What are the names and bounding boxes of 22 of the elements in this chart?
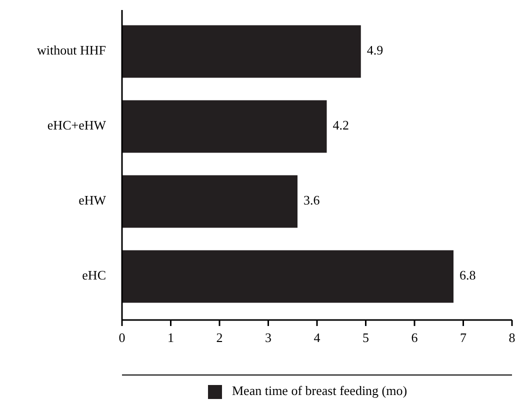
bar bbox=[122, 100, 327, 153]
data-label: 4.9 bbox=[366, 42, 384, 58]
x-tick-label: 8 bbox=[508, 330, 516, 345]
x-tick-label: 0 bbox=[118, 330, 126, 345]
bar bbox=[122, 25, 361, 78]
x-tick-label: 1 bbox=[168, 330, 174, 345]
x-tick-label: 7 bbox=[460, 330, 467, 345]
y-tick-label: eHW bbox=[78, 192, 107, 208]
x-tick-label: 3 bbox=[265, 330, 272, 345]
legend-label: Mean time of breast feeding (mo) bbox=[232, 382, 408, 398]
bar bbox=[122, 250, 454, 303]
data-label: 3.6 bbox=[304, 192, 320, 208]
x-tick-label: 4 bbox=[314, 330, 321, 345]
x-tick-label: 2 bbox=[216, 330, 223, 345]
data-label: 4.2 bbox=[332, 117, 349, 132]
y-tick-label: eHC+eHW bbox=[47, 117, 107, 132]
x-tick-label: 6 bbox=[411, 330, 418, 345]
y-tick-label: without HHF bbox=[37, 42, 106, 58]
data-label: 6.8 bbox=[460, 267, 476, 282]
bar bbox=[122, 175, 298, 228]
y-tick-label: eHC bbox=[82, 267, 106, 282]
x-tick-label: 5 bbox=[362, 330, 369, 345]
